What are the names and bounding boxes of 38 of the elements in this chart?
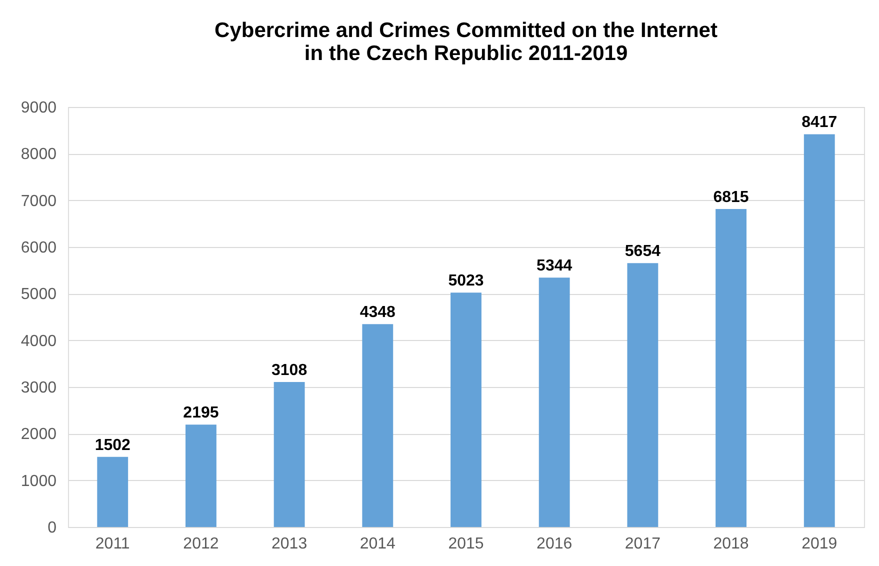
y-tick-label: 4000 (20, 332, 57, 350)
y-tick-label: 3000 (20, 380, 57, 396)
data-label: 6815 (713, 188, 749, 206)
y-tick-label: 5000 (20, 286, 57, 304)
x-tick-label: 2017 (624, 536, 661, 552)
bar (804, 134, 835, 527)
x-tick-label: 2014 (360, 536, 396, 552)
bar (450, 292, 482, 527)
y-tick-label: 7000 (20, 192, 57, 210)
data-label: 5023 (448, 272, 484, 290)
data-label: 5654 (624, 243, 661, 260)
bar (362, 324, 394, 527)
x-tick-label: 2018 (713, 536, 749, 552)
x-tick-label: 2011 (95, 536, 130, 552)
data-label: 2195 (183, 404, 219, 422)
y-tick-label: 6000 (20, 240, 57, 256)
data-label: 5344 (536, 258, 572, 275)
y-tick-label: 8000 (20, 146, 57, 164)
y-tick-label: 0 (48, 520, 57, 536)
chart-title: Cybercrime and Crimes Committed on the Internet in the Czech Republic 2011-2019 (214, 19, 718, 65)
data-label: 3108 (272, 362, 308, 379)
bar (97, 456, 128, 527)
x-tick-label: 2019 (802, 536, 838, 552)
y-tick-label: 9000 (20, 100, 57, 116)
x-tick-label: 2012 (183, 536, 219, 552)
x-tick-label: 2013 (272, 536, 308, 552)
data-label: 8417 (802, 114, 838, 132)
x-tick-label: 2016 (536, 536, 572, 552)
bar (274, 382, 305, 527)
y-tick-label: 2000 (20, 426, 57, 444)
bar (627, 263, 658, 527)
bar (186, 424, 216, 527)
data-label: 4348 (360, 304, 396, 322)
x-tick-label: 2015 (448, 536, 484, 552)
bar (538, 278, 570, 527)
bar (716, 208, 746, 527)
data-label: 1502 (94, 436, 131, 454)
y-tick-label: 1000 (20, 472, 57, 490)
